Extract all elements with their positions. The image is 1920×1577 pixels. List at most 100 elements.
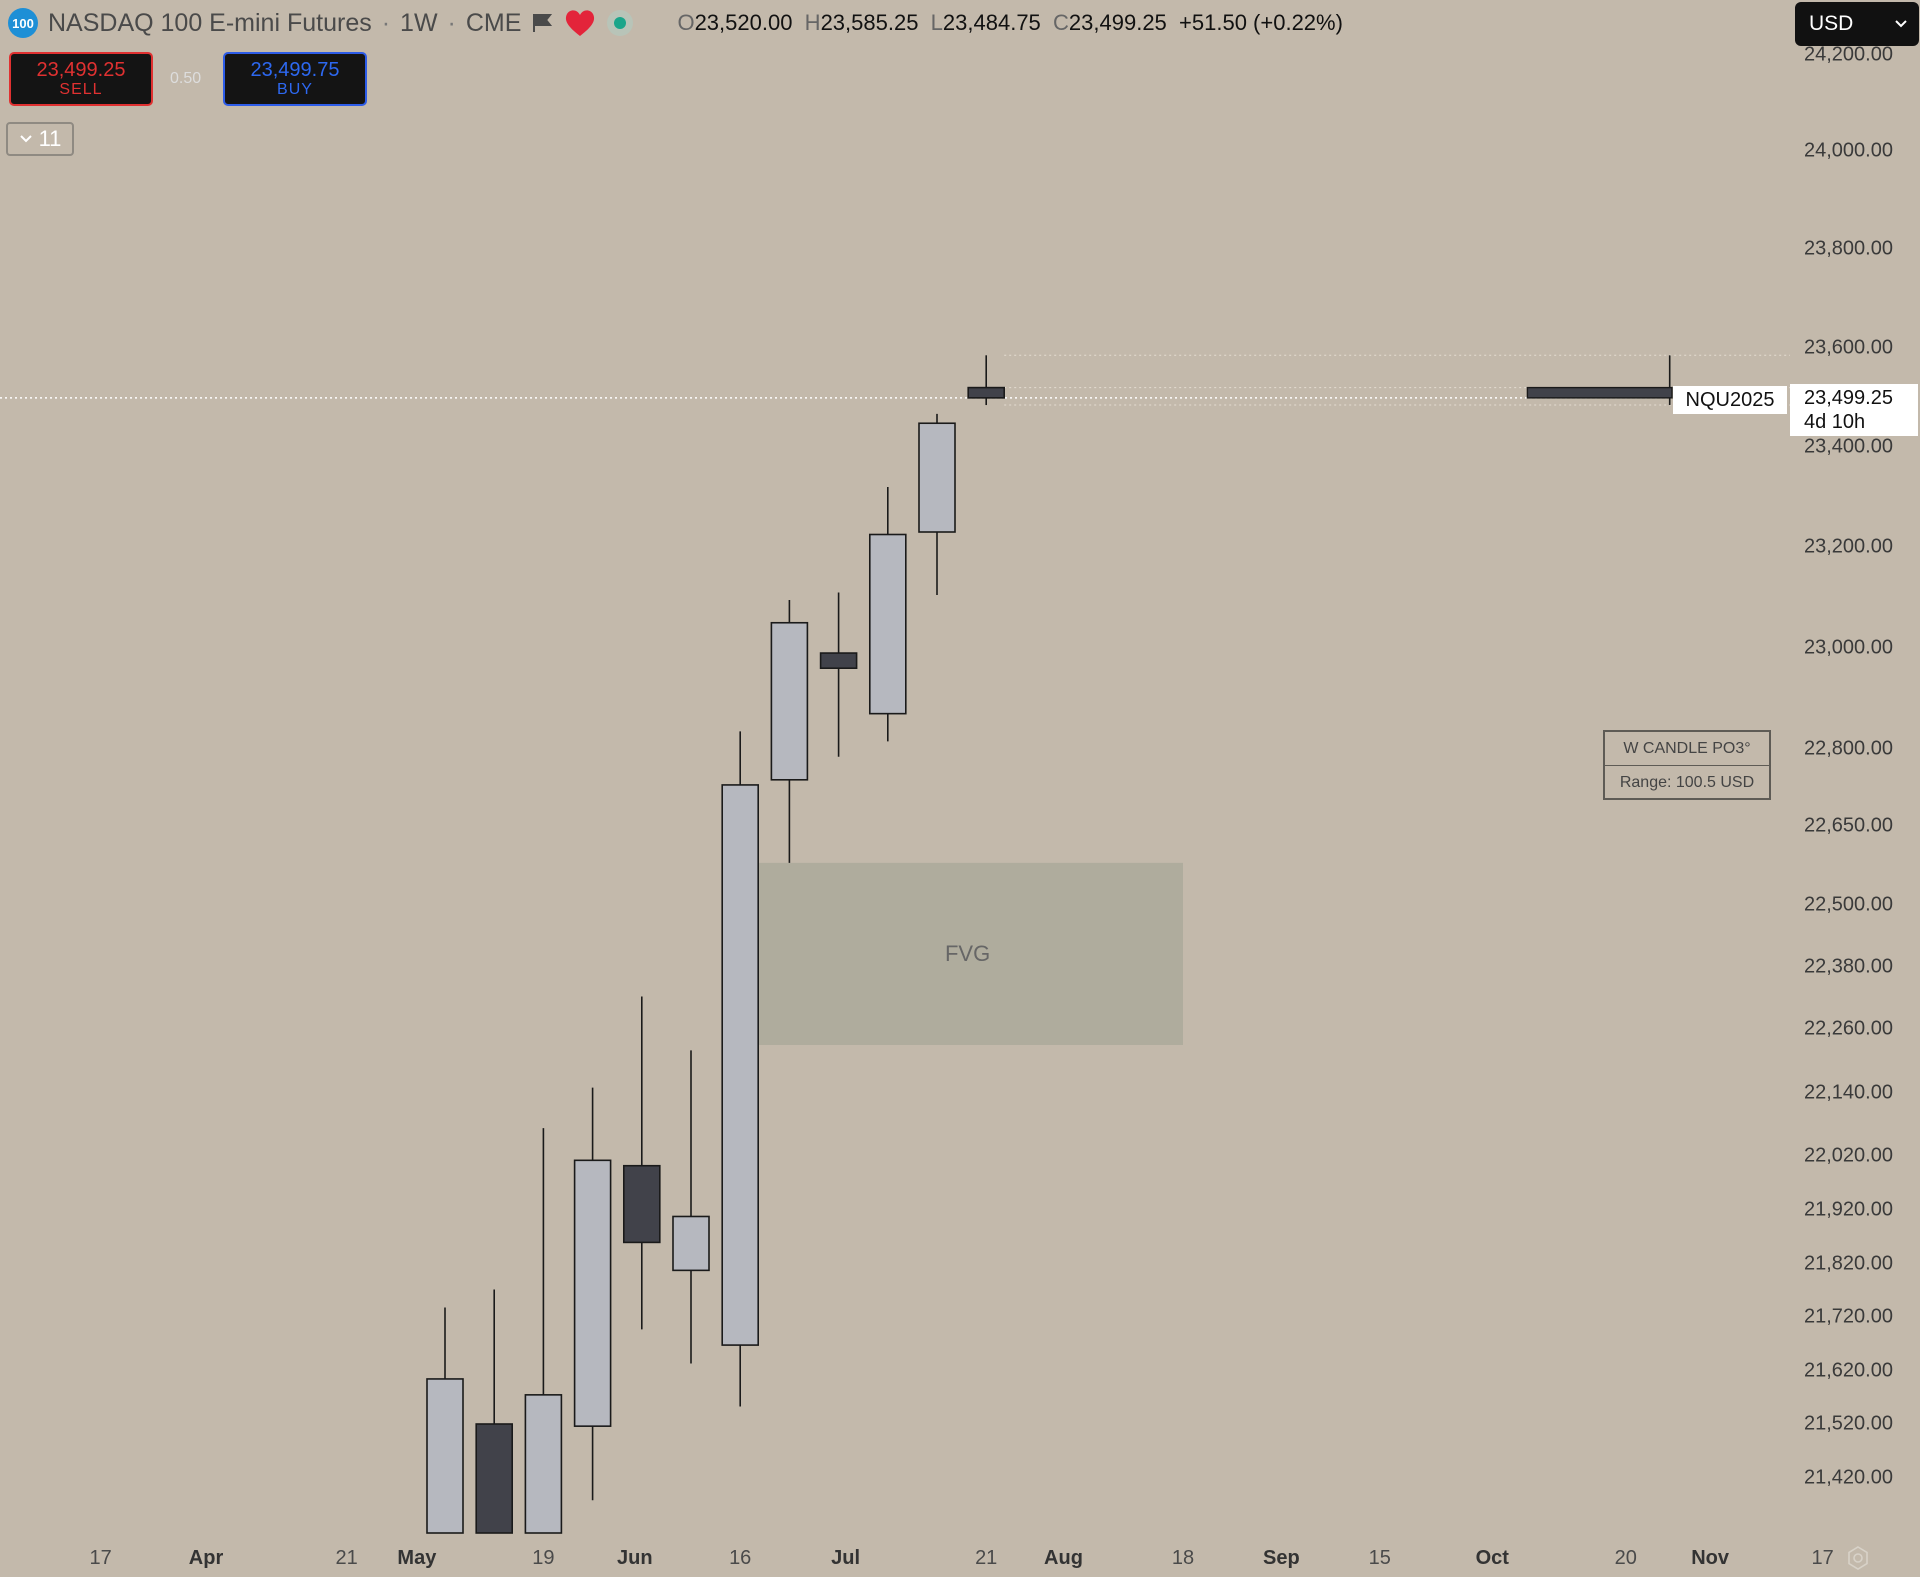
time-tick-label: Apr [188,1547,224,1569]
price-tick-label: 21,420.00 [1804,1466,1893,1489]
chevron-down-icon [19,135,32,143]
price-tick-label: 23,600.00 [1804,336,1893,359]
time-tick-label: May [397,1547,437,1569]
info-box-range: Range: 100.5 USD [1619,773,1755,791]
candle-2 [475,1289,514,1534]
time-tick-label: 15 [1368,1547,1391,1569]
candle-body [721,784,760,1346]
price-tick-label: 22,650.00 [1804,814,1893,837]
separator-dot: · [381,8,391,37]
candle-12 [967,355,1006,406]
candle-6 [672,1050,710,1364]
time-tick-label: 17 [1811,1547,1834,1569]
sell-label: SELL [59,81,103,99]
price-tick-label: 23,800.00 [1804,237,1893,260]
change-value: +51.50 (+0.22%) [1179,10,1343,35]
price-tick-label: 22,260.00 [1804,1017,1893,1040]
candle-body [475,1423,514,1534]
fvg-layer [752,862,1183,1045]
time-tick-label: Oct [1475,1547,1509,1569]
candle-body [918,422,956,533]
price-tick-label: 22,500.00 [1804,893,1893,916]
chart-header: 100 NASDAQ 100 E-mini Futures · 1W · CME… [8,6,1343,40]
spread-value: 0.50 [170,70,202,87]
price-tick-label: 21,520.00 [1804,1412,1893,1435]
last-price-tag: 23,499.25 4d 10h [1790,384,1918,436]
time-tick-label: 21 [975,1547,998,1569]
currency-select[interactable]: USD [1795,2,1919,46]
candle-10 [868,487,907,742]
price-tick-label: 21,620.00 [1804,1359,1893,1382]
buy-price: 23,499.75 [250,59,340,82]
interval-label[interactable]: 1W [400,8,438,37]
projected-candle [1526,355,1673,406]
candle-3 [524,1128,563,1534]
price-tick-label: 23,000.00 [1804,636,1893,659]
high-value: 23,585.25 [820,10,919,35]
price-tick-label: 21,920.00 [1804,1198,1893,1221]
price-tick-label: 24,000.00 [1804,139,1893,162]
open-value: 23,520.00 [694,10,793,35]
candle-body [770,621,809,781]
price-tick-label: 22,140.00 [1804,1081,1893,1104]
price-tick-label: 24,200.00 [1804,43,1893,66]
time-tick-label: Jul [831,1547,861,1569]
flag-icon[interactable] [531,12,553,34]
chevron-down-icon [1895,20,1907,28]
level-lines-layer [0,354,1790,406]
time-tick-label: 18 [1171,1547,1195,1569]
info-box-title: W CANDLE PO3° [1605,732,1769,766]
low-value: 23,484.75 [942,10,1041,35]
live-status-icon [607,10,634,36]
indicators-count: 11 [38,126,62,151]
currency-label: USD [1809,12,1854,35]
symbol-tag: NQU2025 [1673,386,1787,414]
price-tick-label: 23,400.00 [1804,435,1893,458]
buy-label: BUY [277,81,313,99]
time-tick-label: 21 [335,1547,358,1569]
time-tick-label: Aug [1044,1547,1083,1569]
candle-body [967,386,1006,399]
time-tick-label: 19 [532,1547,555,1569]
price-tick-label: 22,380.00 [1804,955,1893,978]
candle-layer [426,355,1673,1534]
time-tick-label: 20 [1614,1547,1637,1569]
candle-body [672,1215,710,1272]
heart-icon[interactable] [563,8,597,38]
close-value: 23,499.25 [1068,10,1167,35]
candle-body [524,1394,563,1534]
settings-icon[interactable] [1845,1545,1871,1571]
candle-body [819,652,858,669]
candle-1 [426,1307,464,1534]
bar-countdown: 4d 10h [1804,411,1866,433]
candle-body [573,1159,612,1427]
candle-8 [770,600,809,863]
fvg-label: FVG [944,940,991,966]
ohlc-readout: O23,520.00 H23,585.25 L23,484.75 C23,499… [677,10,1343,35]
candle-info-box[interactable]: W CANDLE PO3° Range: 100.5 USD [1603,730,1771,800]
candle-body [426,1378,464,1534]
sell-price: 23,499.25 [36,59,126,82]
exchange-label: CME [465,8,522,37]
candle-body [622,1164,661,1244]
symbol-logo-icon[interactable]: 100 [8,8,38,38]
candle-5 [622,996,661,1330]
buy-button[interactable]: 23,499.75 BUY [223,52,367,106]
price-tick-label: 23,200.00 [1804,535,1893,558]
price-tick-label: 21,720.00 [1804,1305,1893,1328]
time-tick-label: 17 [89,1547,112,1569]
indicators-toggle-button[interactable]: 11 [6,122,74,156]
sell-button[interactable]: 23,499.25 SELL [9,52,153,106]
time-tick-label: Sep [1263,1547,1300,1569]
candle-4 [573,1087,612,1501]
symbol-title[interactable]: NASDAQ 100 E-mini Futures [48,8,372,37]
price-tick-label: 22,020.00 [1804,1144,1893,1167]
candle-body [868,533,907,715]
separator-dot: · [447,8,456,37]
fvg-zone [752,862,1183,1045]
time-tick-label: 16 [729,1547,752,1569]
price-tick-label: 22,800.00 [1804,737,1893,760]
projected-candle-body [1526,386,1673,399]
candle-11 [918,413,956,595]
